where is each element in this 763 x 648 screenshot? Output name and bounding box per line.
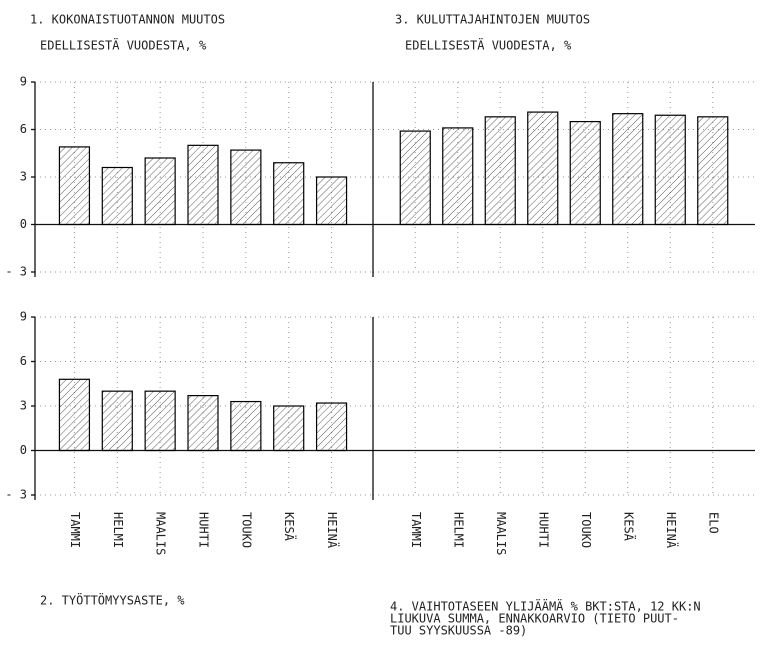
bar <box>187 395 219 452</box>
bar <box>315 176 348 226</box>
y-tick-label: 6 <box>20 354 27 368</box>
chart-subtitle: EDELLISESTÄ VUODESTA, % <box>40 38 207 53</box>
y-tick-label: 3 <box>20 399 27 413</box>
chart-title: 3. KULUTTAJAHINTOJEN MUUTOS <box>395 13 590 27</box>
x-tick-label: HUHTI <box>536 512 550 548</box>
y-tick-label: 0 <box>20 217 27 231</box>
x-tick-label: KESÄ <box>282 512 297 542</box>
y-tick-label: 9 <box>20 75 27 89</box>
bar <box>230 400 262 452</box>
bar <box>484 116 516 226</box>
x-tick-label: TAMMI <box>68 512 82 548</box>
y-tick-label: - 3 <box>5 488 27 502</box>
bar <box>58 146 91 226</box>
bar <box>144 390 176 452</box>
chart-title: LIUKUVA SUMMA, ENNAKKOARVIO (TIETO PUUT- <box>390 612 679 626</box>
x-tick-label: MAALIS <box>154 512 168 555</box>
y-tick-label: 9 <box>20 310 27 324</box>
x-tick-label: MAALIS <box>494 512 508 555</box>
x-tick-label: HEINÄ <box>664 512 679 549</box>
bar <box>101 166 133 226</box>
x-tick-label: TAMMI <box>409 512 423 548</box>
bar <box>230 149 262 226</box>
bar <box>442 127 474 226</box>
bar <box>273 405 305 452</box>
x-tick-label: HEINÄ <box>325 512 340 549</box>
bar <box>612 113 644 226</box>
chart-title: TUU SYYSKUUSSA -89) <box>390 624 527 638</box>
bar <box>569 120 601 226</box>
x-tick-label: HUHTI <box>197 512 211 548</box>
y-tick-label: 0 <box>20 443 27 457</box>
x-tick-label: TOUKO <box>239 512 253 548</box>
y-tick-label: 6 <box>20 122 27 136</box>
bar <box>697 116 729 226</box>
chart-title: 4. VAIHTOTASEEN YLIJÄÄMÄ % BKT:STA, 12 K… <box>390 599 701 614</box>
y-tick-label: - 3 <box>5 265 27 279</box>
chart-title: 1. KOKONAISTUOTANNON MUUTOS <box>30 13 225 27</box>
bar <box>58 378 91 452</box>
bar <box>399 130 431 226</box>
x-tick-label: HELMI <box>111 512 125 548</box>
bar <box>101 390 133 452</box>
x-tick-label: ELO <box>706 512 720 534</box>
chart-subtitle: EDELLISESTÄ VUODESTA, % <box>405 38 572 53</box>
bar <box>315 402 348 452</box>
bar <box>187 144 219 226</box>
chart-title: 2. TYÖTTÖMYYSASTE, % <box>40 592 185 608</box>
x-tick-label: KESÄ <box>621 512 636 542</box>
bar <box>527 111 559 226</box>
x-tick-label: HELMI <box>451 512 465 548</box>
x-tick-label: TOUKO <box>579 512 593 548</box>
bar <box>144 157 176 226</box>
bar <box>273 162 305 226</box>
y-tick-label: 3 <box>20 170 27 184</box>
bar <box>654 114 686 226</box>
